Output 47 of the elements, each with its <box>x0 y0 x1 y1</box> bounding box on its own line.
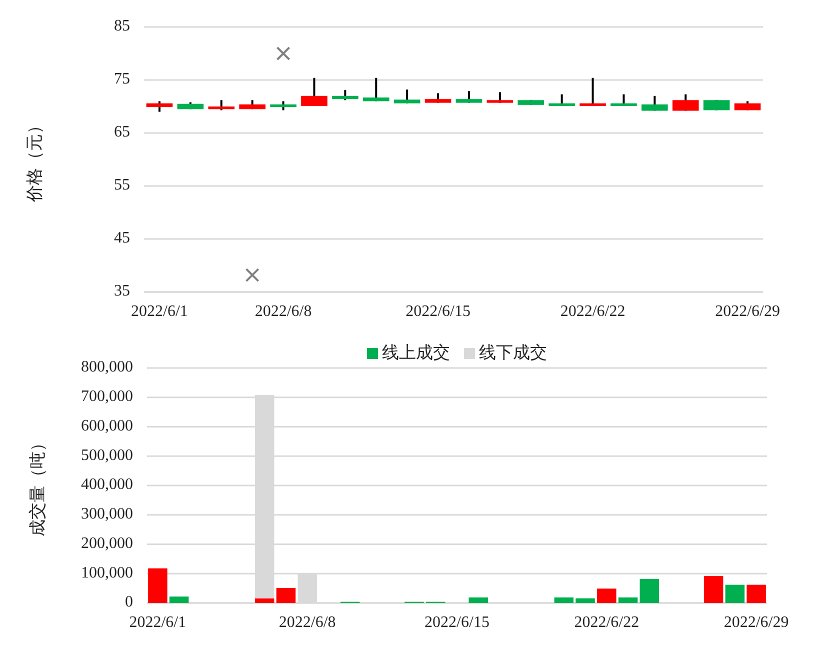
y-tick-label: 500,000 <box>81 446 133 464</box>
bar <box>169 596 189 603</box>
y-tick-label: 35 <box>114 282 130 300</box>
y-tick-label: 55 <box>114 176 130 194</box>
candlestick <box>146 100 173 113</box>
y-tick-label: 75 <box>114 70 130 88</box>
candlestick <box>580 76 606 107</box>
candlestick <box>270 100 296 112</box>
candlestick <box>332 89 358 102</box>
x-tick-label: 2022/6/1 <box>131 303 188 320</box>
y-tick-label: 600,000 <box>81 417 133 434</box>
bar <box>597 588 616 603</box>
x-tick-label: 2022/6/29 <box>715 303 780 320</box>
x-tick-label: 2022/6/22 <box>574 614 640 631</box>
y-tick-label: 200,000 <box>81 534 133 552</box>
candlestick <box>208 99 235 112</box>
bar <box>704 576 724 603</box>
y-tick-label: 0 <box>125 594 133 611</box>
bar <box>640 578 660 603</box>
y-tick-label: 800,000 <box>81 358 133 376</box>
y-tick-label: 400,000 <box>81 476 133 494</box>
legend-label: 线下成交 <box>479 342 547 362</box>
x-tick-label: 2022/6/15 <box>406 303 470 320</box>
bar <box>576 598 595 603</box>
y-tick-label: 85 <box>114 18 130 35</box>
x-tick-label: 2022/6/1 <box>129 614 186 631</box>
bar <box>148 568 168 603</box>
y-tick-label: 100,000 <box>81 564 133 582</box>
y-tick-label: 300,000 <box>81 506 133 523</box>
x-tick-label: 2022/6/15 <box>424 614 490 631</box>
bar <box>254 598 274 603</box>
x-tick-label: 2022/6/8 <box>278 614 336 631</box>
y-axis-title: 成交量（吨） <box>28 434 47 536</box>
bar <box>618 597 638 603</box>
bar <box>746 584 766 603</box>
bar <box>276 588 296 603</box>
x-tick-label: 2022/6/22 <box>560 303 626 320</box>
y-tick-label: 45 <box>114 230 130 247</box>
bar <box>468 597 488 603</box>
y-tick-label: 700,000 <box>81 388 133 406</box>
y-axis-title: 价格（元） <box>24 117 44 203</box>
x-tick-label: 2022/6/8 <box>254 303 312 320</box>
bar <box>554 597 574 603</box>
y-tick-label: 65 <box>114 124 130 141</box>
bar <box>725 584 745 603</box>
x-tick-label: 2022/6/29 <box>724 614 789 631</box>
legend-label: 线上成交 <box>382 342 450 362</box>
